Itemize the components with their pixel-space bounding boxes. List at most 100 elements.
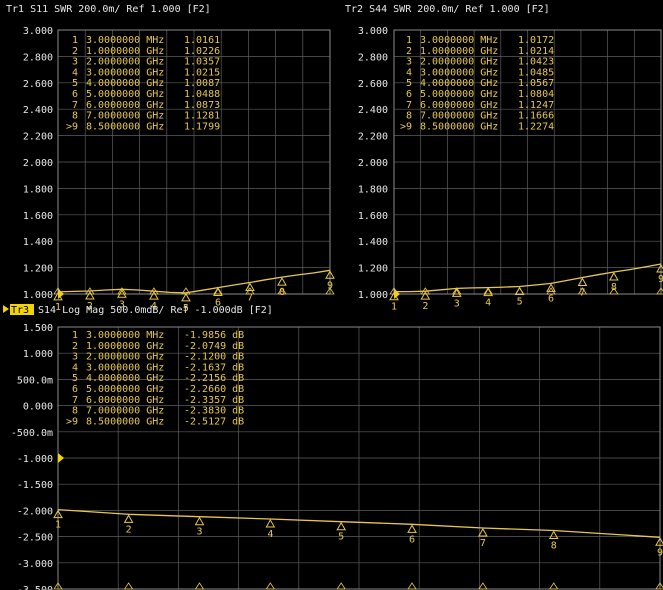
marker-triangle-icon — [265, 518, 276, 528]
marker-readout-value: 1.0226 — [184, 46, 220, 57]
y-tick-label: 1.400 — [23, 237, 53, 248]
marker-7[interactable]: 7 — [478, 527, 488, 549]
y-tick-label: 1.600 — [358, 211, 388, 222]
y-tick-label: 1.200 — [23, 264, 53, 275]
marker-number-label: 3 — [196, 527, 202, 538]
marker-readout-id: 2 — [406, 46, 412, 57]
y-tick-label: 2.400 — [358, 105, 388, 116]
plot-frame — [57, 29, 331, 295]
marker-4[interactable]: 4 — [265, 518, 276, 540]
marker-readout-frequency: 5.0000000 GHz — [86, 384, 164, 395]
marker-7[interactable]: 7 — [577, 277, 588, 299]
marker-readout-frequency: 4.0000000 GHz — [86, 373, 164, 384]
marker-8[interactable]: 8 — [548, 530, 559, 551]
marker-4[interactable]: 4 — [149, 291, 159, 312]
marker-6[interactable]: 6 — [407, 524, 417, 545]
marker-3[interactable]: 3 — [194, 516, 205, 538]
marker-stimulus-triangle-icon — [452, 287, 462, 295]
marker-1[interactable]: 1 — [53, 291, 63, 313]
y-tick-label: 1.600 — [23, 211, 53, 222]
marker-readout-frequency: 4.0000000 GHz — [86, 78, 164, 89]
trace-line — [393, 263, 662, 293]
marker-9[interactable]: 9 — [656, 263, 663, 285]
marker-triangle-icon — [656, 263, 663, 273]
marker-triangle-icon — [389, 291, 399, 301]
marker-readout-value: 1.0357 — [184, 57, 220, 68]
marker-stimulus-triangle-icon — [656, 287, 663, 295]
marker-5[interactable]: 5 — [181, 292, 191, 314]
reference-level-arrow-icon[interactable] — [58, 453, 64, 463]
active-trace-badge[interactable] — [10, 304, 34, 315]
marker-readout-value: -2.0749 dB — [184, 341, 244, 352]
marker-2[interactable]: 2 — [85, 291, 95, 312]
marker-stimulus-triangle-icon — [548, 582, 559, 590]
marker-readout-frequency: 5.0000000 GHz — [420, 89, 498, 100]
marker-readout-value: 1.1281 — [184, 111, 220, 122]
marker-triangle-icon — [149, 291, 159, 300]
y-tick-label: -500.0m — [11, 428, 53, 439]
marker-stimulus-triangle-icon — [407, 582, 417, 590]
marker-readout-id: 1 — [406, 35, 412, 46]
marker-9[interactable]: 9 — [655, 537, 663, 558]
marker-readout-id: 8 — [72, 111, 78, 122]
marker-triangle-icon — [336, 521, 347, 531]
marker-9[interactable]: 9 — [325, 270, 335, 291]
marker-triangle-icon — [478, 527, 488, 537]
marker-number-label: 9 — [327, 280, 333, 291]
trace-3-s14-logmag-panel: Tr3 S14 Log Mag 500.0mdB/ Ref -1.000dB [F… — [3, 304, 663, 590]
marker-5[interactable]: 5 — [336, 521, 347, 543]
marker-readout-frequency: 7.0000000 GHz — [86, 111, 164, 122]
marker-number-label: 7 — [579, 288, 585, 299]
marker-2[interactable]: 2 — [420, 291, 431, 312]
marker-stimulus-triangle-icon — [194, 582, 205, 590]
y-tick-label: 2.600 — [23, 79, 53, 90]
trace-line — [57, 269, 331, 294]
marker-3[interactable]: 3 — [451, 288, 462, 309]
y-tick-label: 1.800 — [358, 184, 388, 195]
y-tick-label: 0.000 — [23, 402, 53, 413]
marker-readout-value: -2.5127 dB — [184, 416, 244, 427]
marker-readout-frequency: 8.5000000 GHz — [86, 416, 164, 427]
marker-stimulus-triangle-icon — [213, 287, 223, 295]
marker-1[interactable]: 1 — [389, 291, 399, 313]
marker-readout-frequency: 2.0000000 GHz — [86, 352, 164, 363]
marker-readout-frequency: 3.0000000 GHz — [86, 362, 164, 373]
y-tick-label: -2.500 — [17, 533, 53, 544]
marker-readout-id: 5 — [72, 78, 78, 89]
marker-1[interactable]: 1 — [53, 509, 63, 531]
marker-6[interactable]: 6 — [213, 287, 223, 309]
trace-line — [57, 508, 661, 538]
marker-stimulus-triangle-icon — [53, 582, 63, 590]
marker-readout-id: 7 — [72, 100, 78, 111]
marker-4[interactable]: 4 — [483, 287, 494, 309]
marker-number-label: 3 — [454, 298, 460, 309]
marker-triangle-icon — [245, 282, 255, 291]
marker-2[interactable]: 2 — [123, 514, 134, 535]
marker-readout-value: 1.2274 — [518, 121, 554, 132]
marker-number-label: 5 — [517, 297, 523, 308]
marker-readout-value: 1.1666 — [518, 111, 554, 122]
marker-number-label: 8 — [551, 540, 557, 551]
marker-stimulus-triangle-icon — [514, 287, 525, 295]
marker-stimulus-triangle-icon — [478, 582, 488, 590]
marker-6[interactable]: 6 — [546, 283, 556, 304]
trace-title: Tr2 S44 SWR 200.0m/ Ref 1.000 [F2] — [345, 4, 550, 15]
marker-readout-id: 5 — [72, 373, 78, 384]
marker-number-label: 7 — [480, 538, 486, 549]
marker-number-label: 1 — [391, 302, 397, 313]
marker-readout-value: 1.0214 — [518, 46, 554, 57]
marker-7[interactable]: 7 — [245, 282, 255, 303]
y-tick-label: 500.0m — [17, 375, 53, 386]
y-tick-label: 2.200 — [358, 132, 388, 143]
marker-stimulus-triangle-icon — [117, 287, 127, 295]
marker-readout-frequency: 6.0000000 GHz — [86, 100, 164, 111]
marker-readout-frequency: 6.0000000 GHz — [86, 395, 164, 406]
marker-readout-frequency: 4.0000000 GHz — [420, 78, 498, 89]
y-tick-label: 3.000 — [358, 26, 388, 37]
marker-readout-id: 4 — [406, 67, 412, 78]
marker-triangle-icon — [609, 272, 619, 281]
marker-8[interactable]: 8 — [277, 277, 287, 298]
marker-number-label: 2 — [87, 301, 93, 312]
